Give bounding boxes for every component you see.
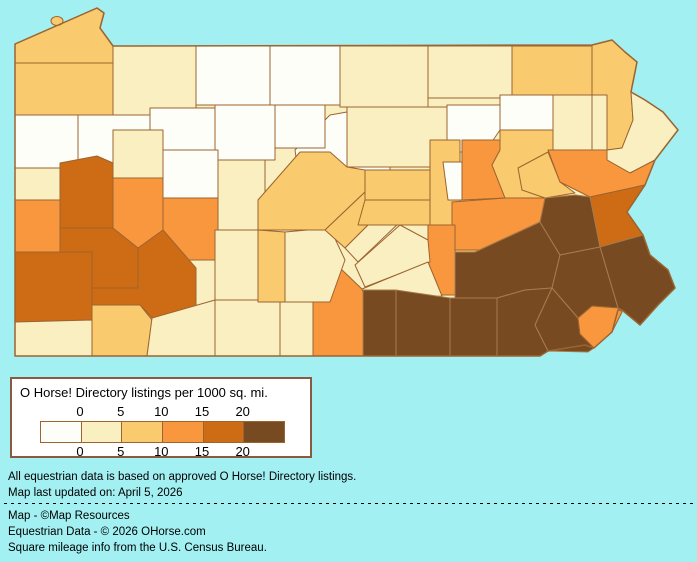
legend-swatch-1	[80, 422, 122, 442]
legend-tick: 10	[154, 404, 169, 419]
pennsylvania-county-map	[14, 7, 679, 357]
legend-box: O Horse! Directory listings per 1000 sq.…	[10, 377, 312, 459]
legend-tick: 20	[235, 404, 250, 419]
county-greene	[14, 319, 93, 357]
legend-tick: 15	[194, 444, 210, 459]
county-warren	[112, 45, 197, 116]
legend-swatch-5	[243, 422, 285, 442]
county-perry	[354, 224, 431, 288]
county-washington	[14, 251, 93, 323]
county-lawrence	[14, 167, 61, 201]
county-crawford	[14, 62, 114, 116]
county-clarion	[112, 129, 164, 179]
county-jefferson	[162, 149, 219, 199]
county-susquehanna	[511, 45, 593, 96]
county-erie	[14, 7, 114, 64]
county-bradford	[427, 45, 513, 99]
legend-tick: 5	[117, 444, 125, 459]
county-tioga	[339, 45, 429, 108]
footer-credit-data: Equestrian Data - © 2026 OHorse.com	[8, 526, 206, 538]
state-border	[14, 7, 679, 357]
county-indiana	[162, 197, 219, 261]
legend-ticks-top: 0 5 10 15 20	[12, 404, 310, 419]
legend-tick: 10	[154, 444, 169, 459]
county-lackawanna	[552, 94, 593, 151]
county-wyoming	[499, 94, 554, 131]
legend-ticks-bottom: 0 5 10 15 20	[12, 444, 310, 459]
county-beaver	[14, 199, 61, 253]
legend-title: O Horse! Directory listings per 1000 sq.…	[20, 385, 268, 400]
legend-tick: 20	[235, 444, 250, 459]
footer-note-2: Map last updated on: April 5, 2026	[8, 487, 183, 499]
county-elk	[214, 104, 276, 161]
county-fayette	[91, 304, 153, 357]
county-westmoreland	[91, 229, 197, 319]
county-adams	[362, 289, 397, 357]
footer-credit-map: Map - ©Map Resources	[8, 510, 130, 522]
county-york	[395, 289, 451, 357]
legend-tick: 15	[194, 404, 210, 419]
county-snyder	[357, 199, 431, 226]
county-cambria	[214, 229, 259, 301]
county-mckean	[195, 45, 271, 106]
footer-note-1: All equestrian data is based on approved…	[8, 471, 357, 483]
county-lancaster	[449, 297, 498, 357]
footer-credit-census: Square mileage info from the U.S. Census…	[8, 542, 267, 554]
county-mercer	[14, 114, 79, 169]
county-philadelphia	[577, 305, 623, 349]
legend-tick: 0	[76, 444, 84, 459]
county-blair	[257, 229, 286, 303]
legend-swatch-3	[162, 422, 203, 442]
legend-swatch-2	[121, 422, 163, 442]
dashed-divider	[4, 503, 694, 504]
county-bedford	[214, 299, 281, 357]
county-fulton	[279, 301, 314, 357]
legend-swatch-0	[41, 422, 81, 442]
legend-tick: 5	[117, 404, 125, 419]
legend-color-ramp	[40, 421, 285, 443]
county-cameron	[274, 104, 326, 149]
legend-swatch-4	[202, 422, 244, 442]
county-carbon	[517, 151, 576, 199]
legend-tick: 0	[76, 404, 84, 419]
county-potter	[269, 45, 341, 106]
county-union	[364, 169, 431, 201]
county-butler	[59, 155, 114, 229]
